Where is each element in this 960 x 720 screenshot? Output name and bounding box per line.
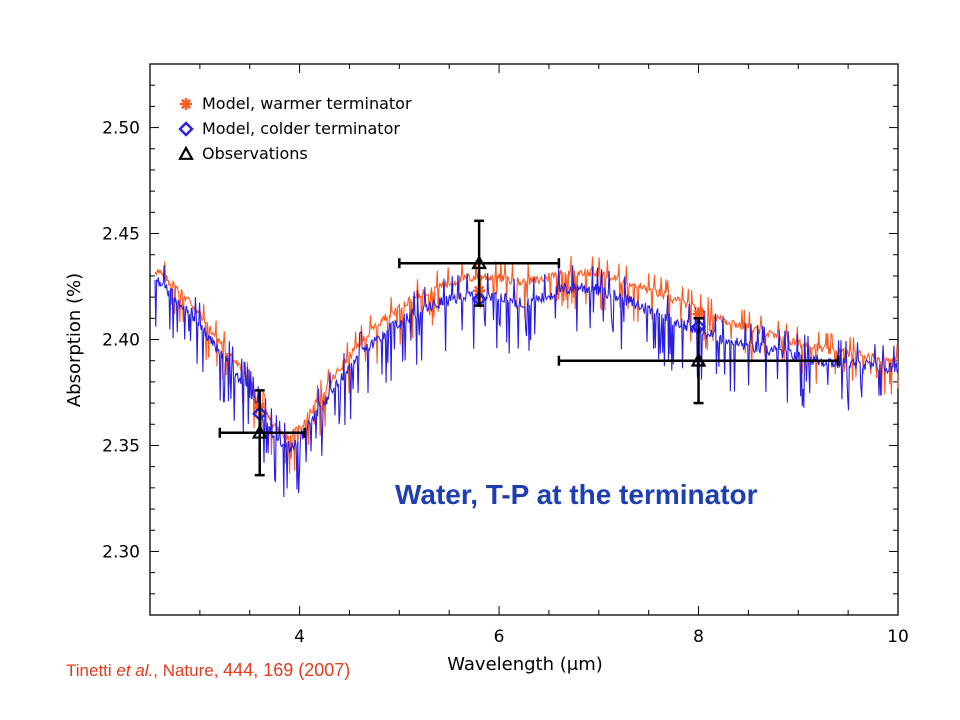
legend-label-observations: Observations: [202, 144, 308, 163]
model-warmer-point: [692, 308, 705, 321]
citation-journal: , Nature,: [153, 661, 224, 680]
legend-marker-diamond: [178, 121, 194, 137]
y-tick-label: 2.40: [102, 331, 140, 351]
observation-point: [398, 219, 561, 307]
series-layer: [154, 256, 899, 498]
observation-point: [557, 317, 840, 405]
y-axis-title: Absorption (%): [64, 273, 85, 407]
x-tick-label: 6: [494, 627, 505, 647]
legend-marker-asterisk: [180, 98, 192, 110]
legend: Model, warmer terminator Model, colder t…: [178, 94, 412, 163]
y-tick-label: 2.30: [102, 542, 140, 562]
observations-layer: [218, 219, 840, 477]
axis-ticks: [150, 63, 899, 615]
legend-label-warmer: Model, warmer terminator: [202, 94, 412, 113]
legend-label-colder: Model, colder terminator: [202, 119, 400, 138]
asterisk-stroke: [693, 308, 704, 320]
x-axis-title: Wavelength (μm): [447, 654, 603, 675]
x-tick-label: 10: [887, 627, 909, 647]
y-tick-label: 2.50: [102, 119, 140, 139]
chart-annotation: Water, T-P at the terminator: [395, 479, 758, 510]
citation-author: Tinetti: [66, 661, 117, 680]
citation-ref: 444, 169 (2007): [223, 660, 351, 680]
citation-etal: et al.: [116, 661, 154, 680]
legend-marker-triangle: [178, 145, 194, 160]
observation-triangle: [471, 254, 487, 270]
y-tick-labels: 2.30 2.35 2.40 2.45 2.50: [102, 119, 140, 563]
observation-triangle: [251, 424, 268, 439]
y-tick-label: 2.45: [102, 225, 140, 245]
x-tick-label: 4: [294, 627, 305, 647]
citation: Tinetti et al., Nature, 444, 169 (2007): [66, 660, 350, 681]
observation-triangle: [690, 352, 707, 367]
x-tick-labels: 4 6 8 10: [294, 627, 909, 647]
asterisk-stroke: [180, 98, 192, 110]
y-tick-label: 2.35: [102, 436, 140, 456]
spectrum-colder-line: [154, 264, 899, 498]
observation-point: [218, 389, 306, 477]
x-tick-label: 8: [693, 627, 704, 647]
